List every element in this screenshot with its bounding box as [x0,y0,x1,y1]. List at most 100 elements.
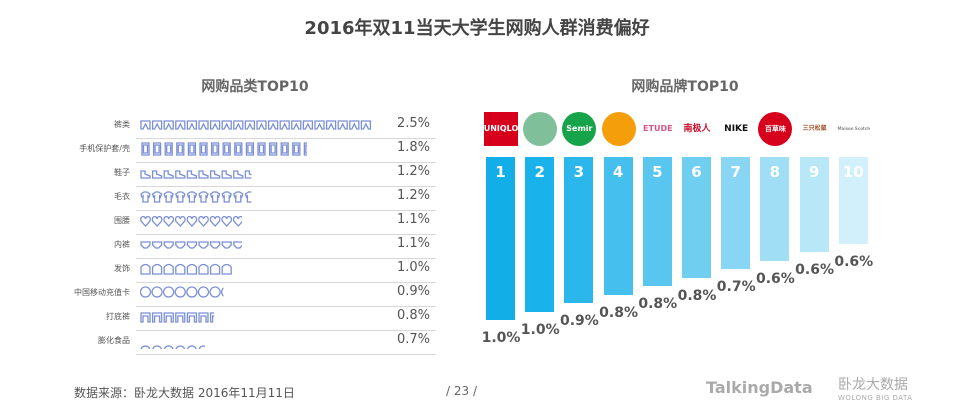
category-icon [186,215,198,227]
brand-rank: 8 [769,163,781,181]
brand-rank: 4 [612,163,624,181]
category-icon [175,241,186,249]
category-icon [268,142,278,156]
brand-rank: 1 [495,163,506,181]
category-icon [151,312,163,323]
category-icon [198,120,209,130]
category-icon [140,215,151,227]
category-icon [140,241,151,249]
category-icon [175,170,186,179]
category-icon [163,191,174,203]
category-label: 裤类 [114,120,130,129]
category-icon [175,312,186,323]
category-pictogram [140,170,252,179]
category-icon [186,241,198,249]
category-icon [245,142,255,156]
category-value: 2.5% [397,116,431,131]
category-icon [244,170,252,179]
category-icon [233,120,244,130]
category-icon [233,241,243,249]
category-icon [151,286,163,298]
brand-logo: ETUDE [640,112,675,146]
category-icon [187,142,197,156]
category-icon [175,120,186,130]
category-icon [221,287,224,297]
category-icon [186,312,198,323]
category-icon [303,142,308,156]
category-icon [151,170,163,179]
brand-logo: 南极人 [680,112,714,146]
category-icon [360,120,372,130]
category-icon [232,215,243,227]
category-icon [163,241,174,249]
category-icon [140,286,152,298]
category-row: 中国移动充值卡 0.9% [70,283,436,307]
category-icon [198,345,205,349]
category-value: 1.2% [397,164,431,179]
row-divider [136,162,436,163]
category-icon [187,345,197,349]
category-icon [175,345,185,349]
brand-value: 0.8% [638,296,678,313]
category-icon [221,170,232,179]
category-icon [221,120,232,130]
brand-bar [682,157,711,278]
category-icon [280,142,289,156]
category-icon [163,215,175,227]
row-divider [136,234,436,235]
row-divider [136,258,436,259]
category-value: 1.0% [397,260,431,275]
category-value: 0.9% [397,284,431,299]
category-icon [198,241,209,249]
brand-bar [525,157,555,312]
brand-value: 0.8% [599,304,638,321]
brand-value: 0.7% [716,279,756,296]
category-icon [151,241,163,249]
brand-value: 0.8% [677,287,717,304]
brand-logo: 三只松鼠 [797,112,832,146]
category-icon [210,142,220,156]
category-pictogram [140,215,243,227]
category-icon [164,345,174,349]
category-icon [314,120,325,130]
category-icon [163,312,174,323]
category-icon [267,120,279,130]
category-icon [163,263,174,275]
category-pictogram [140,312,215,323]
category-icon [221,241,232,249]
data-source: 数据来源：卧龙大数据 2016年11月11日 [74,386,295,400]
category-icon [163,286,175,298]
category-value: 1.2% [397,188,431,203]
category-pictogram [140,345,205,349]
brand-value: 0.6% [834,254,874,270]
brand-logo: 百草味 [758,112,793,146]
category-chart-title: 网购品类TOP10 [201,79,309,95]
category-row: 膨化食品 0.7% [70,331,436,355]
category-pictogram [140,286,224,298]
category-icon [256,120,267,130]
brand-bar [721,157,751,270]
category-icon [279,120,290,130]
category-pictogram [140,241,243,249]
row-divider [136,210,436,211]
brand-rank: 6 [691,163,702,181]
category-icon [141,142,150,156]
category-icon [163,170,174,179]
brand-rank: 9 [808,163,820,181]
brand-chart-title: 网购品牌TOP10 [631,79,739,95]
category-icon [140,263,151,275]
brand-rank: 2 [534,163,545,181]
category-icon [198,312,209,323]
brand-logo: Maison Scotch [836,112,871,146]
category-label: 发饰 [114,264,130,273]
category-pictogram [140,120,372,130]
category-icon [209,263,221,275]
category-row: 鞋子 1.2% [70,163,436,187]
brand-logo [601,112,636,146]
category-icon [209,312,215,323]
category-icon [140,170,151,179]
category-value: 1.1% [397,212,431,227]
row-divider [136,354,436,355]
category-icon [151,263,163,275]
brand-value: 1.0% [481,330,521,346]
